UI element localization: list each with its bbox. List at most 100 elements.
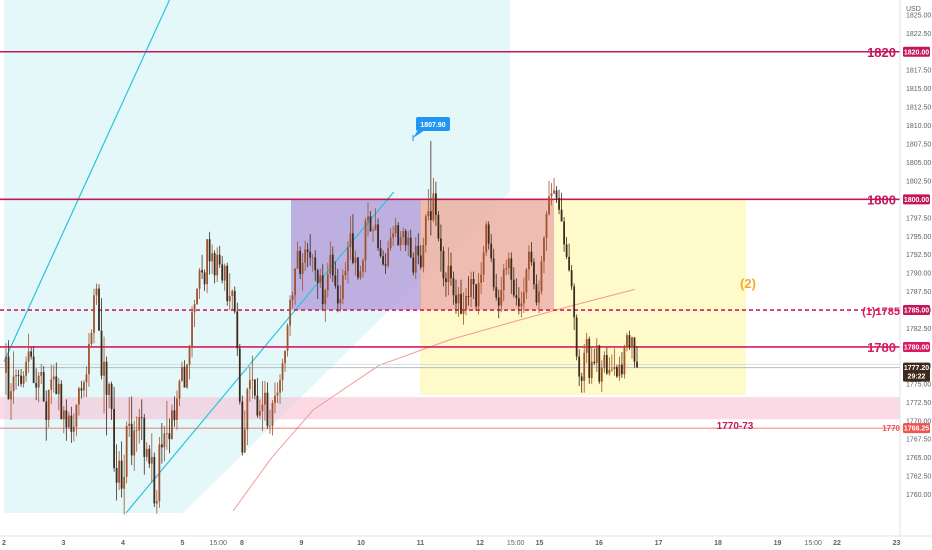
candle-body xyxy=(505,267,508,270)
time-tick-label: 8 xyxy=(240,540,244,547)
time-tick-label: 15 xyxy=(536,540,544,547)
price-tick-label: 1825.00 xyxy=(906,12,931,19)
current-price-value: 1777.20 xyxy=(904,365,929,372)
candle-body xyxy=(123,476,126,489)
candle-body xyxy=(545,214,548,238)
candle-body xyxy=(20,375,22,384)
candle-body xyxy=(379,248,382,257)
level-tag xyxy=(903,341,930,352)
candle-body xyxy=(47,389,50,421)
candle-body xyxy=(296,251,299,269)
candle-body xyxy=(301,262,304,274)
candle-body xyxy=(407,237,410,246)
price-tick-label: 1797.50 xyxy=(906,215,931,222)
candle-body xyxy=(447,265,450,283)
candle-body xyxy=(286,325,289,351)
candle-body xyxy=(311,257,314,259)
level-label-11785: (1)1785 xyxy=(862,306,900,318)
candle-body xyxy=(462,310,465,314)
current-price-tag xyxy=(903,362,930,382)
channel-lower-line[interactable] xyxy=(125,191,395,514)
candle-body xyxy=(165,433,168,435)
candle-body xyxy=(120,460,123,489)
price-tick-label: 1827.50 xyxy=(906,0,931,1)
price-tick-label: 1790.00 xyxy=(906,271,931,278)
candle-body xyxy=(208,239,211,262)
candle-body xyxy=(198,270,201,289)
candle-body xyxy=(377,224,379,249)
candle-body xyxy=(387,248,390,266)
level-tag-label: 1820.00 xyxy=(904,49,929,56)
price-tick-label: 1805.00 xyxy=(906,160,931,167)
bar-countdown: 29:22 xyxy=(908,374,926,381)
candle-body xyxy=(512,279,515,296)
candle-body xyxy=(394,225,397,234)
price-tick-label: 1765.00 xyxy=(906,455,931,462)
candle-body xyxy=(497,297,500,306)
candle-body xyxy=(276,392,279,396)
time-tick-label: 15:00 xyxy=(804,540,822,547)
candle-body xyxy=(118,460,121,483)
candle-body xyxy=(500,290,503,306)
candle-body xyxy=(40,372,43,376)
candle-body xyxy=(374,224,377,231)
candle-body xyxy=(171,410,173,440)
candle-body xyxy=(145,448,148,457)
price-tick-label: 1770.00 xyxy=(906,418,931,425)
candle-body xyxy=(633,337,636,362)
candle-body xyxy=(560,209,563,222)
price-tick-label: 1807.50 xyxy=(906,142,931,149)
candle-body xyxy=(60,383,63,420)
candle-body xyxy=(392,233,395,238)
candle-body xyxy=(130,423,133,456)
candle-body xyxy=(450,265,452,279)
candle-body xyxy=(168,433,171,440)
price-axis: USD1760.001762.501765.001767.501770.0017… xyxy=(899,0,932,550)
candle-body xyxy=(354,257,357,263)
channel-upper-line[interactable] xyxy=(3,0,180,362)
candle-body xyxy=(231,290,234,297)
candle-body xyxy=(37,375,40,388)
candle-body xyxy=(465,296,467,311)
candle-body xyxy=(83,382,85,391)
time-axis: 2 3 4 5 15:00 8 9 10 11 12 15:00 15 16 17 18 19 15:00 22 2… xyxy=(0,535,932,547)
candle-body xyxy=(113,408,115,468)
candle-body xyxy=(12,376,15,392)
candle-body xyxy=(55,376,58,395)
candle-body xyxy=(15,374,17,377)
time-tick-label: 15:00 xyxy=(507,540,525,547)
price-tick-label: 1782.50 xyxy=(906,326,931,333)
candle-body xyxy=(389,237,392,249)
candle-body xyxy=(181,366,183,381)
candle-body xyxy=(485,224,488,253)
candle-body xyxy=(364,220,367,261)
candle-body xyxy=(211,253,214,262)
candle-body xyxy=(309,251,312,258)
candle-body xyxy=(397,225,400,246)
candle-body xyxy=(555,190,558,198)
candle-body xyxy=(482,252,485,275)
time-tick-label: 12 xyxy=(476,540,484,547)
candle-body xyxy=(595,345,598,364)
candle-body xyxy=(404,231,407,246)
candle-body xyxy=(455,295,457,304)
moving-average-line xyxy=(232,288,635,512)
candle-body xyxy=(475,284,478,307)
candle-body xyxy=(525,269,528,293)
candle-body xyxy=(266,392,269,426)
candle-body xyxy=(85,374,88,383)
candle-body xyxy=(623,346,626,375)
candle-body xyxy=(128,423,131,426)
candle-body xyxy=(362,260,364,272)
candle-body xyxy=(115,467,118,483)
candle-body xyxy=(470,279,472,297)
candle-body xyxy=(221,264,224,281)
candle-body xyxy=(72,426,75,432)
level-tag-label: 1768.25 xyxy=(904,426,929,433)
candle-body xyxy=(319,275,322,283)
level-label-1820: 1820 xyxy=(867,45,896,60)
candle-body xyxy=(414,245,417,273)
peak-badge-tail xyxy=(413,130,425,139)
level-tag xyxy=(903,194,930,205)
